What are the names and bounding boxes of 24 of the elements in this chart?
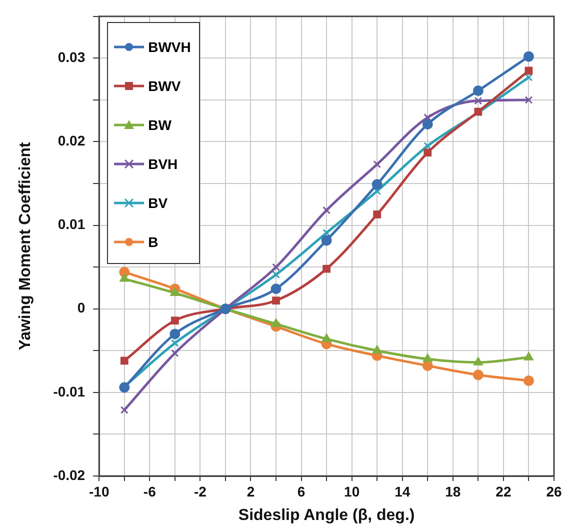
- legend-label: BVH: [148, 156, 178, 172]
- y-tick-label: 0.01: [58, 216, 86, 232]
- x-tick-label: 2: [246, 483, 255, 500]
- legend-label: BWVH: [148, 38, 191, 55]
- y-tick-label: 0.02: [58, 132, 86, 149]
- y-tick-label: -0.01: [53, 383, 86, 400]
- x-tick-label: 14: [394, 483, 410, 500]
- x-tick-label: 18: [445, 483, 461, 500]
- y-tick-label: 0.03: [58, 49, 86, 66]
- x-tick-label: 10: [344, 483, 360, 500]
- x-tick-label: -6: [143, 483, 156, 500]
- x-tick-label: -10: [88, 483, 110, 500]
- x-axis-title: Sideslip Angle (β, deg.): [238, 506, 415, 524]
- legend-label: BWV: [148, 78, 181, 94]
- y-tick-label: 0: [77, 300, 86, 316]
- x-tick-label: 26: [546, 483, 562, 500]
- y-tick-label: -0.02: [53, 466, 86, 483]
- legend-label: BW: [148, 116, 172, 133]
- x-tick-label: 22: [496, 483, 512, 500]
- x-tick-label: -2: [194, 483, 207, 500]
- x-tick-label: 6: [297, 483, 306, 500]
- y-axis-title: Yawing Moment Coefficient: [17, 142, 34, 350]
- legend-label: BV: [148, 194, 168, 211]
- legend-label: B: [148, 234, 158, 250]
